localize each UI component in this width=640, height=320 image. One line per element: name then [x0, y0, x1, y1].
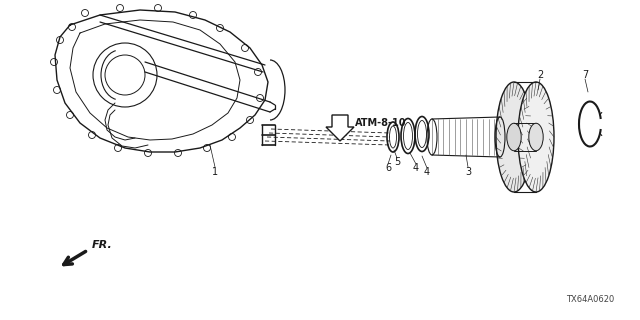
- Text: TX64A0620: TX64A0620: [566, 295, 614, 304]
- Text: 5: 5: [394, 157, 400, 167]
- Polygon shape: [326, 115, 354, 141]
- Ellipse shape: [496, 82, 532, 192]
- Text: FR.: FR.: [92, 240, 113, 250]
- Text: 2: 2: [537, 70, 543, 80]
- Text: 7: 7: [582, 70, 588, 80]
- Text: 3: 3: [465, 167, 471, 177]
- Text: 1: 1: [212, 167, 218, 177]
- Text: 4: 4: [413, 163, 419, 173]
- Ellipse shape: [507, 123, 521, 151]
- Ellipse shape: [518, 82, 554, 192]
- Text: ATM-8-10: ATM-8-10: [355, 118, 406, 128]
- Ellipse shape: [529, 123, 543, 151]
- Text: 6: 6: [385, 163, 391, 173]
- Text: 4: 4: [424, 167, 430, 177]
